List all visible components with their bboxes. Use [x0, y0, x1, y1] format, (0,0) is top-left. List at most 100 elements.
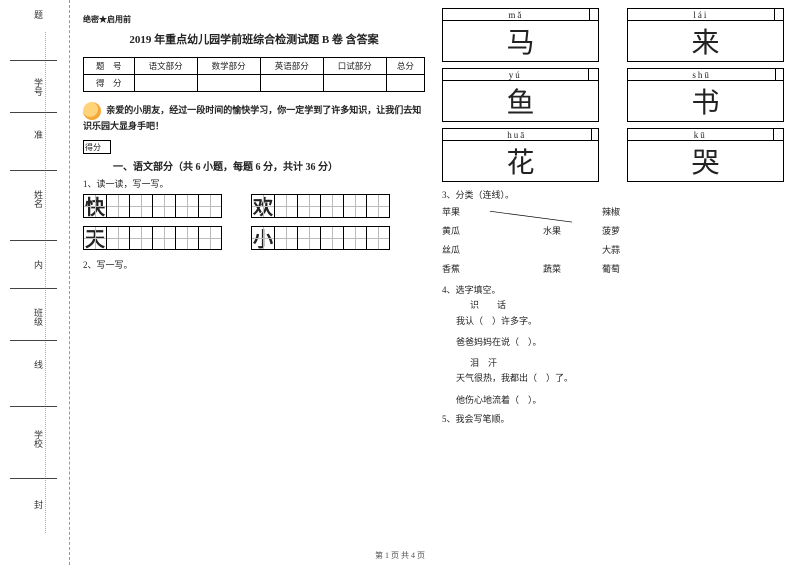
score-row2-label: 得 分 — [84, 75, 135, 92]
card-blank — [588, 69, 598, 81]
cls-mid-blank — [522, 243, 582, 256]
binding-label: 学号 — [32, 78, 45, 96]
q4-options: 识 话 — [470, 298, 784, 313]
binding-underline — [10, 406, 57, 407]
intro-text: 亲爱的小朋友，经过一段时间的愉快学习，你一定学到了许多知识，让我们去知识乐园大显… — [83, 102, 425, 134]
char-card: shū书 — [627, 68, 784, 122]
page-content: 绝密★启用前 2019 年重点幼儿园学前班综合检测试题 B 卷 含答案 题 号 … — [75, 8, 792, 557]
card-glyph: 来 — [628, 21, 784, 62]
intro-body: 亲爱的小朋友，经过一段时间的愉快学习，你一定学到了许多知识，让我们去知识乐园大显… — [83, 105, 421, 131]
char-card: mǎ马 — [442, 8, 599, 62]
tian-cell — [198, 194, 222, 218]
page-footer: 第 1 页 共 4 页 — [0, 550, 800, 561]
tian-cell — [152, 194, 176, 218]
q4-line4: 他伤心地流着（ ）。 — [456, 393, 784, 408]
tian-cell — [129, 226, 153, 250]
tian-cell — [366, 194, 390, 218]
binding-underline — [10, 60, 57, 61]
card-glyph: 哭 — [628, 141, 784, 182]
tian-cell — [343, 194, 367, 218]
card-blank — [591, 129, 598, 141]
char-card: yú鱼 — [442, 68, 599, 122]
mascot-icon — [83, 102, 101, 120]
section-1-heading: 一、语文部分（共 6 小题，每题 6 分，共计 36 分） — [113, 158, 425, 173]
tian-cell — [366, 226, 390, 250]
tian-cell — [175, 194, 199, 218]
tian-cell — [274, 226, 298, 250]
cls-right-2: 大蒜 — [602, 243, 662, 256]
score-blank — [323, 75, 386, 92]
tian-cell — [198, 226, 222, 250]
cls-right-3: 葡萄 — [602, 262, 662, 275]
q4-options2: 泪 汗 — [470, 356, 784, 371]
tian-cell — [106, 226, 130, 250]
score-blank — [134, 75, 197, 92]
binding-dotted-line — [45, 32, 46, 533]
card-pinyin: lái — [628, 9, 775, 21]
score-blank — [197, 75, 260, 92]
tian-row-1: 快 欢 — [83, 194, 425, 218]
q2-label: 2、写一写。 — [83, 258, 425, 271]
left-column: 绝密★启用前 2019 年重点幼儿园学前班综合检测试题 B 卷 含答案 题 号 … — [75, 8, 434, 557]
score-blank — [260, 75, 323, 92]
right-column: mǎ马 lái来 yú鱼 shū书 huā花 kū哭 3、分类（连线）。 苹果 辣椒 黄瓜… — [434, 8, 792, 557]
binding-label: 线 — [32, 360, 45, 369]
tian-cell — [106, 194, 130, 218]
q4-block: 4、选字填空。 识 话 我认（ ）许多字。 爸爸妈妈在说（ ）。 泪 汗 天气很… — [442, 283, 784, 427]
tian-cell — [274, 194, 298, 218]
card-blank — [589, 9, 598, 21]
classify-grid: 苹果 辣椒 黄瓜 水果 菠萝 丝瓜 大蒜 香蕉 蔬菜 葡萄 — [442, 205, 784, 275]
q3-label: 3、分类（连线）。 — [442, 188, 784, 201]
char-tian: 天 — [83, 226, 107, 250]
card-blank — [774, 9, 783, 21]
char-xiao: 小 — [251, 226, 275, 250]
binding-label: 封 — [32, 500, 45, 509]
binding-underline — [10, 288, 57, 289]
card-glyph: 书 — [628, 81, 784, 122]
q4-line1: 我认（ ）许多字。 — [456, 314, 784, 329]
tian-cell — [175, 226, 199, 250]
card-blank — [773, 129, 783, 141]
score-col-4: 口试部分 — [323, 58, 386, 75]
card-blank — [776, 69, 784, 81]
score-col-3: 英语部分 — [260, 58, 323, 75]
cls-left-1: 黄瓜 — [442, 224, 502, 237]
binding-underline — [10, 340, 57, 341]
card-pinyin: yú — [443, 69, 589, 81]
char-card: kū哭 — [627, 128, 784, 182]
q1-label: 1、读一读，写一写。 — [83, 177, 425, 190]
card-glyph: 花 — [443, 141, 599, 182]
score-col-5: 总分 — [386, 58, 424, 75]
tian-row-2: 天 小 — [83, 226, 425, 250]
tian-cell — [297, 194, 321, 218]
cls-left-3: 香蕉 — [442, 262, 502, 275]
tian-cell — [320, 194, 344, 218]
score-table: 题 号 语文部分 数学部分 英语部分 口试部分 总分 得 分 — [83, 57, 425, 92]
char-card: huā花 — [442, 128, 599, 182]
card-glyph: 鱼 — [443, 81, 599, 122]
tian-cell — [343, 226, 367, 250]
tian-cell — [320, 226, 344, 250]
card-pinyin: shū — [628, 69, 776, 81]
cls-mid-blank — [522, 205, 582, 218]
char-huan: 欢 — [251, 194, 275, 218]
binding-label: 内 — [32, 260, 45, 269]
score-col-0: 题 号 — [84, 58, 135, 75]
binding-label: 学校 — [32, 430, 45, 448]
q4-line2: 爸爸妈妈在说（ ）。 — [456, 335, 784, 350]
binding-underline — [10, 240, 57, 241]
cls-left-0: 苹果 — [442, 205, 502, 218]
q4-label: 4、选字填空。 — [442, 283, 784, 298]
character-cards-grid: mǎ马 lái来 yú鱼 shū书 huā花 kū哭 — [442, 8, 784, 182]
tian-cell — [297, 226, 321, 250]
q4-line3: 天气很热，我都出（ ）了。 — [456, 371, 784, 386]
score-col-1: 语文部分 — [134, 58, 197, 75]
binding-label: 题 — [32, 10, 45, 19]
char-card: lái来 — [627, 8, 784, 62]
cls-right-1: 菠萝 — [602, 224, 662, 237]
binding-label: 准 — [32, 130, 45, 139]
binding-label: 姓名 — [32, 190, 45, 208]
score-col-2: 数学部分 — [197, 58, 260, 75]
secret-label: 绝密★启用前 — [83, 14, 425, 25]
score-entry-box: 得分 — [83, 140, 111, 154]
